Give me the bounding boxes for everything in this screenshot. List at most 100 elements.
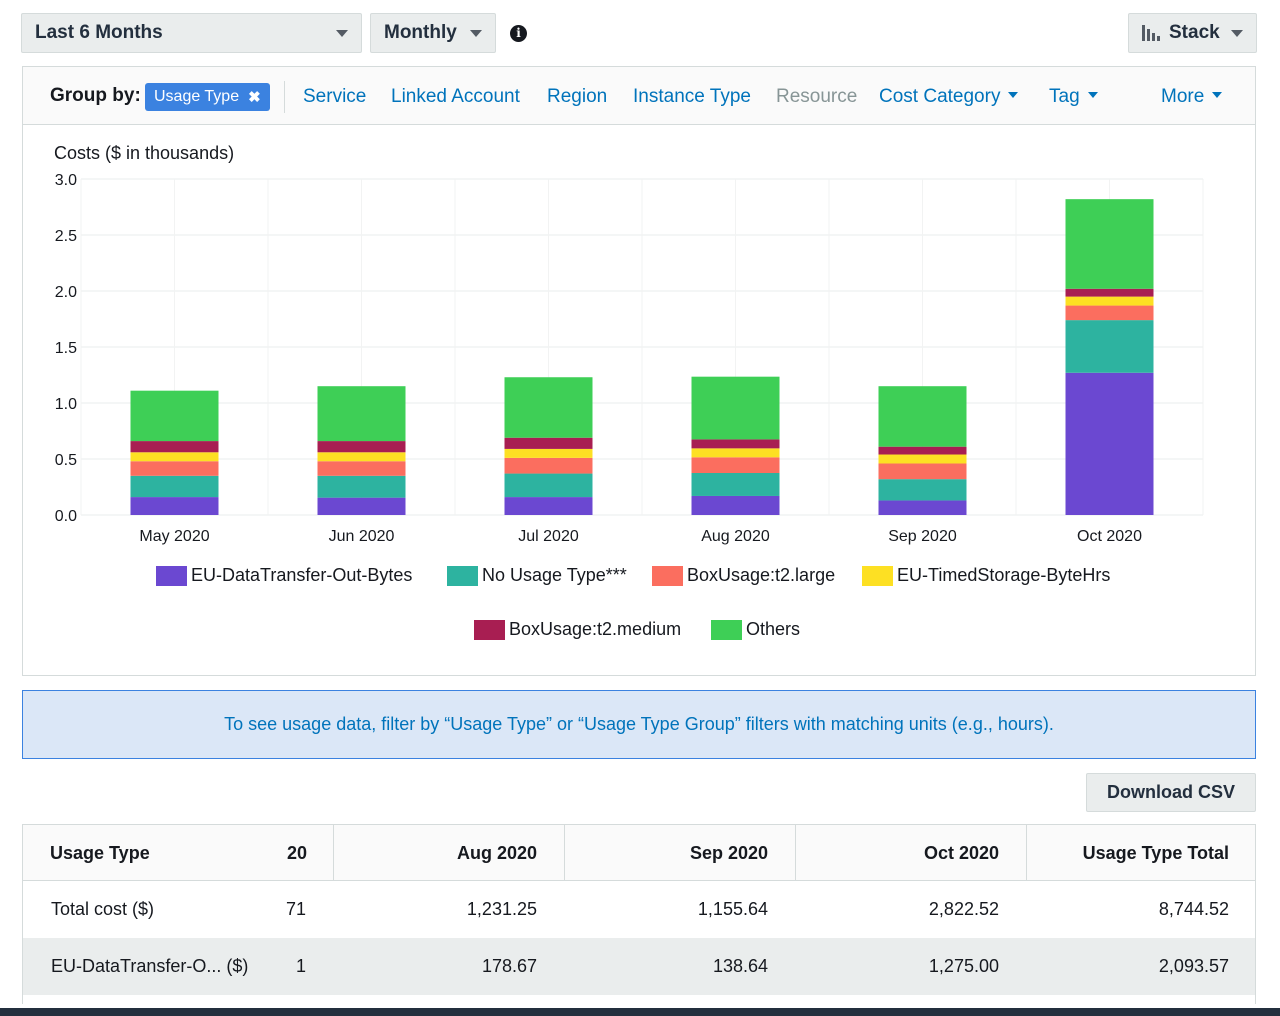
cost-table: Usage Type 20 Aug 2020 Sep 2020 Oct 2020…	[22, 824, 1256, 1004]
bar-segment	[317, 452, 406, 462]
group-by-service[interactable]: Service	[303, 86, 367, 107]
y-tick-label: 2.5	[55, 228, 77, 245]
legend-swatch	[652, 565, 683, 586]
x-tick-label: May 2020	[139, 528, 209, 545]
table-cell: 8,744.52	[1158, 899, 1229, 919]
bar-segment	[504, 457, 593, 474]
legend-label: BoxUsage:t2.medium	[509, 619, 682, 639]
bar-segment	[130, 452, 219, 462]
legend-swatch	[862, 565, 893, 586]
y-tick-label: 0.5	[55, 452, 77, 469]
table-cell: 138.64	[712, 956, 768, 976]
table-cell: 1	[295, 956, 306, 976]
bar-chart-icon	[1142, 25, 1160, 41]
legend-label: Others	[746, 619, 801, 639]
bar-segment	[1065, 199, 1154, 289]
x-tick-label: Oct 2020	[1077, 528, 1142, 545]
column-divider	[333, 825, 334, 881]
bar-segment	[1065, 288, 1154, 297]
column-header[interactable]: Sep 2020	[689, 842, 768, 863]
bar-segment	[878, 479, 967, 501]
group-by-linked-account[interactable]: Linked Account	[391, 86, 520, 107]
caret-down-icon	[1087, 91, 1098, 98]
legend-label: EU-TimedStorage-ByteHrs	[897, 565, 1111, 585]
bar-segment	[1065, 372, 1154, 515]
column-divider	[564, 825, 565, 881]
bar-segment	[504, 497, 593, 515]
column-header[interactable]: Usage Type	[50, 842, 150, 863]
toolbar: Last 6 Months Monthly i Stack	[21, 13, 1257, 53]
divider	[284, 81, 285, 113]
time-range-label: Last 6 Months	[35, 22, 163, 43]
group-by-chip[interactable]: Usage Type ✖	[145, 83, 270, 111]
x-tick-label: Sep 2020	[888, 528, 957, 545]
bar-segment	[130, 461, 219, 476]
row-label: Total cost ($)	[51, 899, 155, 919]
table-cell: 1,275.00	[928, 956, 999, 976]
group-by-resource: Resource	[776, 86, 858, 107]
y-tick-label: 3.0	[55, 172, 77, 189]
legend-swatch	[711, 619, 742, 640]
bar-segment	[691, 495, 780, 515]
group-by-cost-category[interactable]: Cost Category	[879, 86, 1019, 108]
bar-segment	[1065, 296, 1154, 306]
chart-style-dropdown[interactable]: Stack	[1128, 13, 1257, 53]
chevron-down-icon	[470, 30, 482, 37]
bar-segment	[878, 446, 967, 455]
chart-title: Costs ($ in thousands)	[54, 143, 235, 163]
legend-item[interactable]: Others	[711, 619, 800, 640]
column-header[interactable]: 20	[286, 842, 307, 863]
bar-segment	[504, 377, 593, 438]
table-cell: 1,155.64	[697, 899, 768, 919]
legend-item[interactable]: EU-DataTransfer-Out-Bytes	[156, 565, 412, 586]
bar-segment	[317, 475, 406, 498]
bar-segment	[317, 441, 406, 453]
legend-swatch	[156, 565, 187, 586]
time-range-dropdown[interactable]: Last 6 Months	[21, 13, 362, 53]
table-cell: 71	[285, 899, 306, 919]
bar-segment	[691, 448, 780, 458]
legend-item[interactable]: No Usage Type***	[447, 565, 627, 586]
group-by-label: Group by:	[50, 85, 141, 106]
cost-category-label: Cost Category	[879, 86, 1001, 107]
x-tick-label: Jul 2020	[518, 528, 579, 545]
group-by-instance-type[interactable]: Instance Type	[633, 86, 751, 107]
chevron-down-icon	[1231, 30, 1243, 37]
column-header[interactable]: Aug 2020	[456, 842, 537, 863]
group-by-region[interactable]: Region	[547, 86, 608, 107]
bar-segment	[130, 390, 219, 442]
y-tick-label: 0.0	[55, 508, 77, 525]
download-csv-button[interactable]: Download CSV	[1086, 773, 1256, 812]
y-tick-label: 1.5	[55, 340, 77, 357]
info-banner: To see usage data, filter by “Usage Type…	[22, 690, 1256, 759]
row-label: EU-DataTransfer-O... ($)	[51, 956, 249, 976]
granularity-dropdown[interactable]: Monthly	[370, 13, 496, 53]
x-tick-label: Aug 2020	[701, 528, 770, 545]
legend-item[interactable]: EU-TimedStorage-ByteHrs	[862, 565, 1110, 586]
bar-segment	[317, 386, 406, 442]
x-tick-label: Jun 2020	[329, 528, 395, 545]
table-cell: 2,822.52	[928, 899, 999, 919]
column-header[interactable]: Oct 2020	[923, 842, 999, 863]
info-icon[interactable]: i	[510, 25, 527, 42]
bar-segment	[691, 457, 780, 473]
group-by-more[interactable]: More	[1161, 86, 1223, 108]
more-label: More	[1161, 86, 1205, 107]
bar-segment	[1065, 305, 1154, 321]
legend-item[interactable]: BoxUsage:t2.large	[652, 565, 835, 586]
chip-label: Usage Type	[154, 88, 240, 105]
table-header: Usage Type 20 Aug 2020 Sep 2020 Oct 2020…	[23, 825, 1255, 881]
bar-segment	[878, 386, 967, 447]
bar-segment	[130, 497, 219, 515]
bar-segment	[130, 441, 219, 453]
chart-panel: Group by: Usage Type ✖ Service Linked Ac…	[22, 66, 1256, 676]
stacked-bar-chart: 0.0 0.5 1.0 1.5 2.0 2.5 3.0 May 2020 Jun 2020 Jul…	[55, 172, 1204, 545]
granularity-label: Monthly	[384, 22, 457, 43]
close-icon[interactable]: ✖	[248, 89, 261, 106]
column-header[interactable]: Usage Type Total	[1082, 842, 1229, 863]
legend-item[interactable]: BoxUsage:t2.medium	[474, 619, 681, 640]
bar-segment	[1065, 320, 1154, 373]
legend-swatch	[474, 619, 505, 640]
group-by-tag[interactable]: Tag	[1049, 86, 1098, 108]
banner-text: To see usage data, filter by “Usage Type…	[224, 714, 1054, 734]
